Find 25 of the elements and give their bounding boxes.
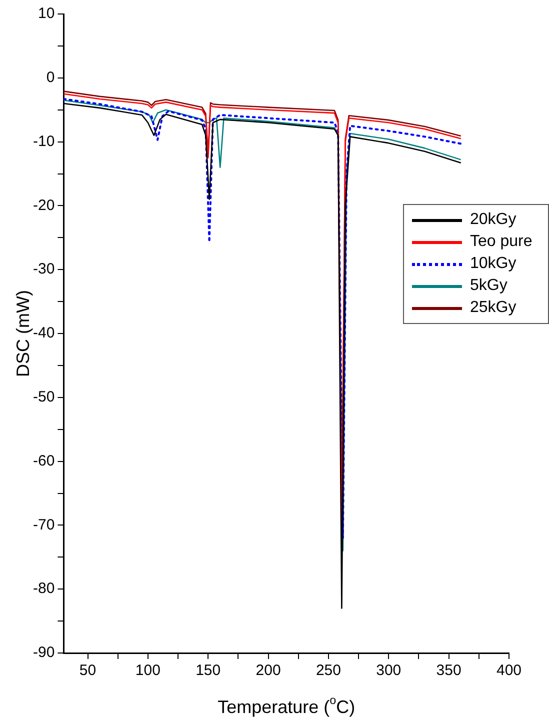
y-tick-label: -60 — [32, 452, 55, 470]
y-tick-label: -10 — [32, 132, 55, 150]
y-tick-label: -50 — [32, 388, 55, 406]
y-tick-label: 10 — [38, 5, 55, 22]
x-tick-label: 350 — [436, 662, 462, 680]
legend-label: 10kGy — [470, 255, 518, 273]
x-tick-label: 150 — [196, 662, 221, 680]
y-axis-title: DSC (mW) — [12, 290, 33, 377]
y-tick-label: -90 — [32, 644, 55, 662]
x-tick-label: 200 — [256, 662, 281, 680]
x-tick-label: 100 — [135, 662, 160, 680]
y-tick-label: -30 — [32, 260, 55, 278]
legend-label: Teo pure — [470, 233, 534, 251]
x-tick-label: 250 — [316, 662, 341, 680]
y-tick-label: -20 — [32, 196, 55, 214]
y-tick-label: -40 — [32, 324, 55, 342]
y-tick-label: 0 — [46, 69, 55, 86]
x-tick-label: 400 — [496, 662, 522, 680]
x-tick-label: 300 — [376, 662, 402, 680]
legend-label: 20kGy — [470, 211, 518, 229]
y-tick-label: -80 — [32, 580, 55, 598]
legend-label: 25kGy — [470, 299, 518, 317]
legend-label: 5kGy — [470, 277, 508, 295]
x-tick-label: 50 — [79, 662, 96, 680]
y-tick-label: -70 — [32, 516, 55, 534]
